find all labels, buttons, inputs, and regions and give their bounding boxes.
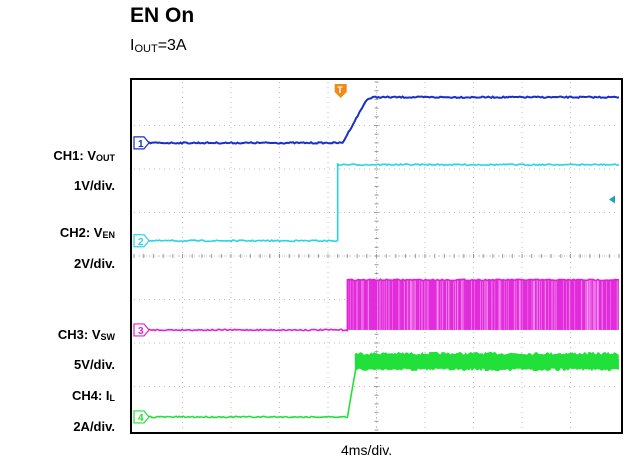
chart-subtitle: IOUT=3A bbox=[130, 37, 187, 55]
ch4-marker: 4 bbox=[133, 410, 150, 424]
ch3-marker: 3 bbox=[133, 323, 150, 337]
trigger-level-marker bbox=[609, 195, 615, 204]
ch3-marker-shape bbox=[133, 323, 150, 337]
ch4-scale: 2A/div. bbox=[73, 419, 115, 434]
ch3-switching-band bbox=[347, 279, 619, 330]
ch2-marker-shape bbox=[133, 234, 150, 248]
ch1-marker-label: 1 bbox=[138, 139, 144, 150]
trigger-marker-label: T bbox=[337, 85, 343, 95]
ch3-scale: 5V/div. bbox=[74, 357, 115, 372]
trace-ch2 bbox=[133, 162, 620, 243]
ch4-ripple-band bbox=[354, 351, 619, 372]
plot-traces bbox=[133, 95, 620, 419]
ch4-label: CH4: IL bbox=[71, 388, 115, 403]
trace-ch3 bbox=[133, 278, 620, 332]
ch3-marker-label: 3 bbox=[138, 326, 144, 337]
ch2-scale: 2V/div. bbox=[74, 256, 115, 271]
chart-title: EN On bbox=[130, 4, 195, 27]
ch4-marker-shape bbox=[133, 410, 150, 424]
ch1-label: CH1: VOUT bbox=[53, 148, 115, 163]
ch1-scale: 1V/div. bbox=[74, 178, 115, 193]
plot-grid bbox=[133, 81, 620, 431]
trigger-marker: T bbox=[334, 84, 347, 98]
ch4-marker-label: 4 bbox=[138, 413, 144, 424]
channel-markers: 1 2 3 4 T bbox=[133, 84, 615, 424]
ch1-marker: 1 bbox=[133, 136, 150, 150]
x-axis-label: 4ms/div. bbox=[341, 442, 393, 458]
trigger-marker-shape bbox=[334, 84, 347, 98]
ch2-marker: 2 bbox=[133, 234, 150, 248]
ch2-label: CH2: VEN bbox=[59, 225, 115, 240]
ch2-marker-label: 2 bbox=[138, 237, 144, 248]
trace-ch4 bbox=[133, 358, 620, 419]
ch1-marker-shape bbox=[133, 136, 150, 150]
ch3-label: CH3: VSW bbox=[57, 327, 115, 342]
trace-ch1 bbox=[133, 95, 620, 145]
oscilloscope-plot: 1 2 3 4 T bbox=[130, 78, 623, 434]
